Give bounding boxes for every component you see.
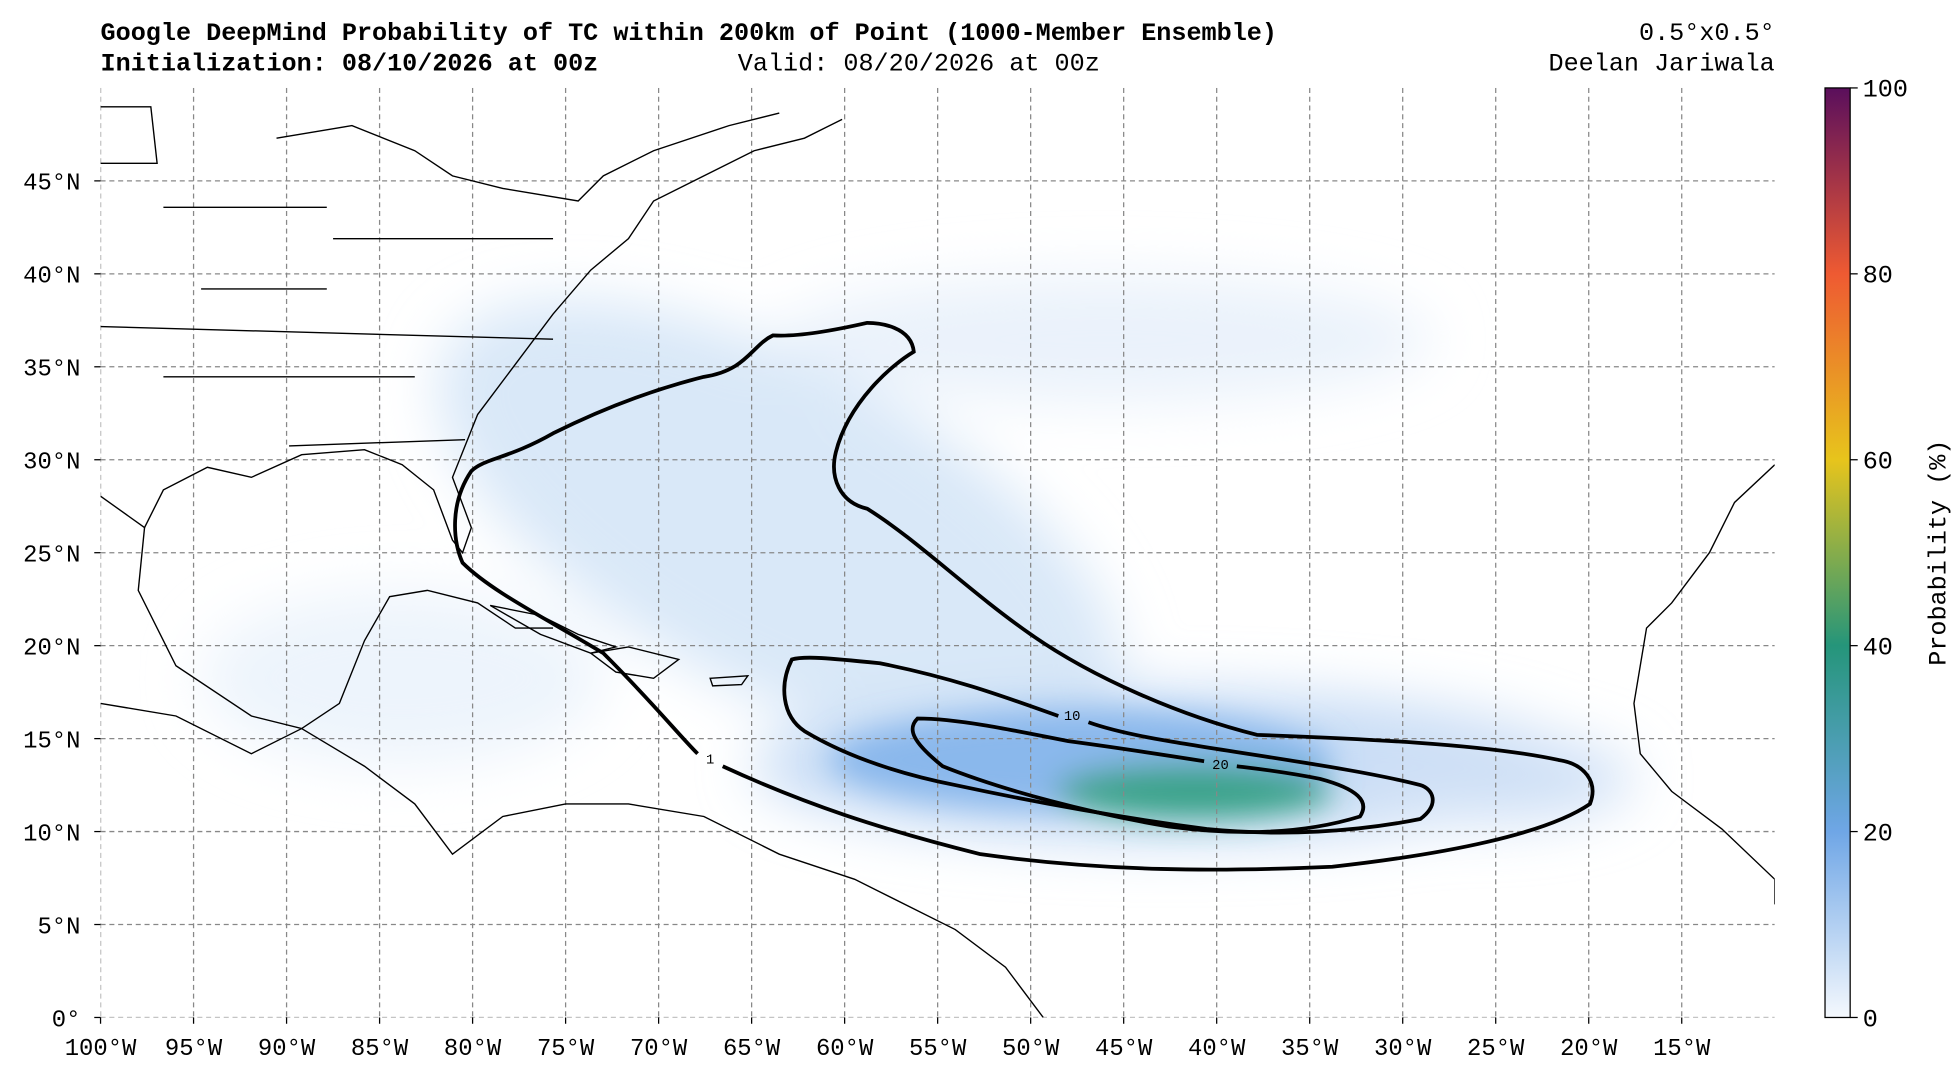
x-tick-label: 70°W (630, 1036, 688, 1063)
colorbar-tick-label: 100 (1863, 76, 1908, 105)
title: Google DeepMind Probability of TC within… (101, 19, 1277, 48)
x-tick-label: 50°W (1002, 1036, 1060, 1063)
x-tick-label: 15°W (1653, 1036, 1711, 1063)
colorbar-tick-label: 80 (1863, 262, 1893, 291)
contour-label: 1 (706, 753, 714, 769)
author: Deelan Jariwala (1549, 49, 1775, 78)
x-tick-label: 100°W (65, 1036, 137, 1063)
colorbar-tick-label: 60 (1863, 448, 1893, 477)
x-tick-label: 25°W (1467, 1036, 1525, 1063)
colorbar (1824, 87, 1851, 1019)
x-tick-label: 65°W (723, 1036, 781, 1063)
contour-label: 10 (1064, 709, 1081, 725)
colorbar-tick-label: 20 (1863, 819, 1893, 848)
x-tick-label: 45°W (1095, 1036, 1153, 1063)
resolution: 0.5°x0.5° (1639, 19, 1775, 48)
contour-20 (910, 716, 1366, 834)
y-tick-label: 35°N (23, 357, 80, 384)
x-tick-label: 80°W (444, 1036, 502, 1063)
contour-1 (453, 320, 1595, 872)
x-tick-label: 95°W (165, 1036, 223, 1063)
y-tick-label: 10°N (23, 821, 80, 848)
x-tick-label: 60°W (816, 1036, 874, 1063)
x-tick-label: 20°W (1560, 1036, 1618, 1063)
y-tick-label: 45°N (23, 171, 80, 198)
y-tick-label: 30°N (23, 450, 80, 477)
colorbar-tick-label: 0 (1863, 1005, 1878, 1034)
map-area: 1 10 20 (100, 87, 1775, 1018)
y-tick-label: 40°N (23, 264, 80, 291)
x-tick-label: 35°W (1281, 1036, 1339, 1063)
y-tick-label: 5°N (37, 914, 80, 941)
valid-time: Valid: 08/20/2026 at 00z (738, 49, 1100, 78)
y-tick-label: 15°N (23, 728, 80, 755)
coastlines (100, 106, 1775, 1018)
axes: 100°W 95°W 90°W 85°W 80°W 75°W 70°W 65°W 60°W 55°… (23, 76, 1908, 1063)
colorbar-label: Probability (%) (1925, 440, 1954, 666)
colorbar-tick-label: 40 (1863, 633, 1893, 662)
y-tick-label: 20°N (23, 635, 80, 662)
x-tick-label: 40°W (1188, 1036, 1246, 1063)
contour-label: 20 (1212, 758, 1229, 774)
graticule (100, 87, 1775, 1018)
x-tick-label: 90°W (258, 1036, 316, 1063)
y-tick-label: 25°N (23, 543, 80, 570)
initialization: Initialization: 08/10/2026 at 00z (101, 49, 599, 78)
x-tick-label: 85°W (351, 1036, 409, 1063)
x-tick-label: 55°W (909, 1036, 967, 1063)
x-tick-label: 30°W (1374, 1036, 1432, 1063)
y-tick-label: 0° (52, 1007, 81, 1034)
x-tick-label: 75°W (537, 1036, 595, 1063)
